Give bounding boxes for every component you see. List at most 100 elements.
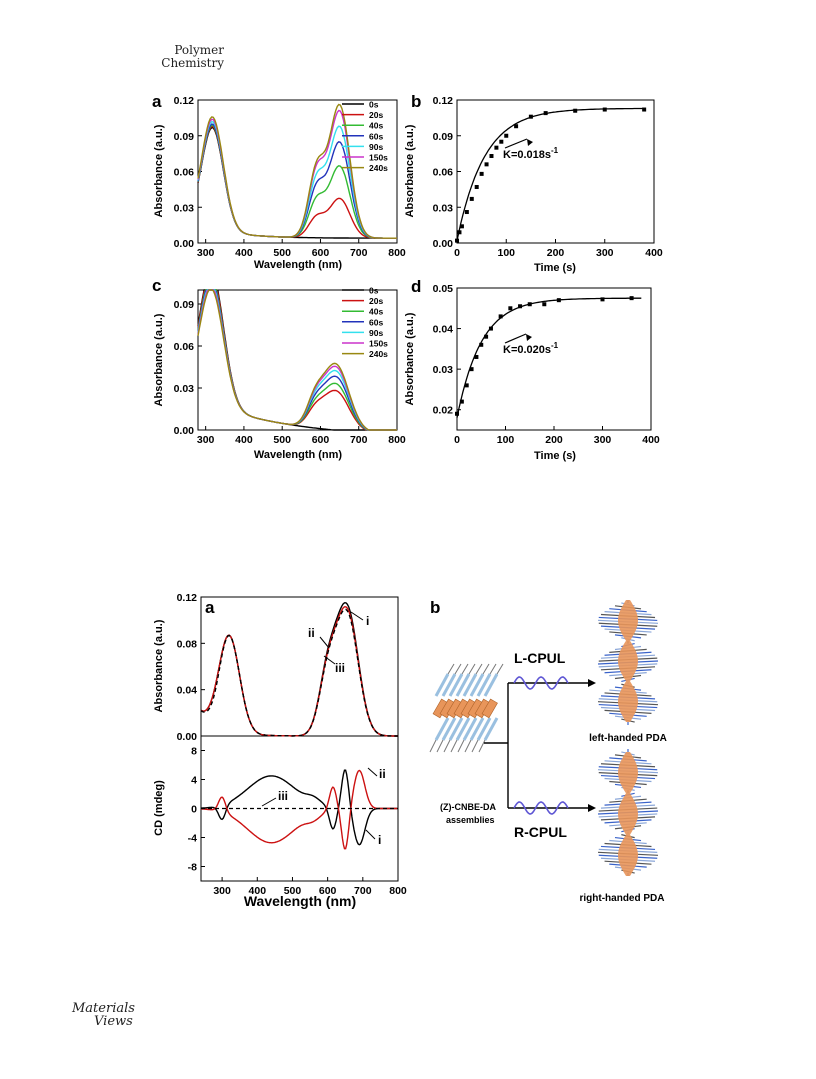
x-tick-label: 500 [273, 247, 291, 259]
data-point [459, 224, 464, 229]
data-point [455, 411, 459, 416]
legend-label-40s: 40s [369, 121, 383, 131]
y-tick-label: 0.12 [174, 95, 195, 107]
x-tick-label: 400 [249, 885, 267, 897]
molecule-chain [434, 673, 450, 697]
data-point [573, 108, 578, 113]
y-axis-label: CD (mdeg) [153, 780, 165, 836]
materials-views-logo: Materials Views [72, 1002, 135, 1028]
rate-constant-label: K=0.020s-1 [503, 341, 559, 356]
series-line-60s [197, 123, 397, 239]
plot-frame [456, 99, 655, 244]
data-point [488, 326, 493, 331]
y-tick-label: 0.06 [433, 167, 454, 179]
logo-line1: Materials [72, 1001, 135, 1016]
y-tick-label: 0.09 [174, 131, 195, 143]
molecule-chain [469, 673, 485, 697]
y-tick-label: 0.00 [174, 238, 195, 250]
x-tick-label: 700 [350, 247, 368, 259]
molecule-chain [455, 717, 471, 741]
series-label-pointer [323, 655, 336, 665]
data-point [489, 154, 494, 159]
data-point [528, 114, 533, 119]
panel-label: a [152, 92, 162, 111]
data-point [629, 296, 634, 301]
y-tick-label: 0.03 [433, 202, 454, 214]
journal-name-line1: Polymer [174, 43, 224, 57]
y-tick-label: 0.03 [174, 202, 195, 214]
series-line-240s [197, 103, 397, 239]
y-tick-label: 0.00 [174, 425, 195, 437]
molecule-tail [436, 739, 444, 753]
molecule-chain [469, 717, 485, 741]
rate-constant-label: K=0.018s-1 [503, 146, 559, 161]
legend-label-20s: 20s [369, 110, 383, 120]
plot-frame [197, 99, 398, 244]
series-line-40s [197, 124, 397, 239]
legend-label-40s: 40s [369, 307, 383, 317]
x-tick-label: 400 [235, 247, 253, 259]
data-point [484, 162, 489, 167]
molecule-tail [429, 739, 437, 753]
y-tick-label: 0.08 [177, 638, 198, 650]
molecule-tail [464, 739, 472, 753]
y-axis-label: Absorbance (a.u.) [153, 313, 165, 406]
x-tick-label: 300 [596, 247, 614, 259]
legend-label-150s: 150s [369, 153, 388, 163]
top-arrow-label: L-CPUL [514, 650, 566, 666]
x-tick-label: 500 [284, 885, 302, 897]
rate-constant-exponent: -1 [551, 341, 559, 350]
plot-frame [197, 289, 398, 431]
journal-name: Polymer Chemistry [158, 44, 224, 70]
plot-frame [456, 287, 652, 431]
x-tick-label: 300 [197, 434, 215, 446]
cd-line-ii [200, 769, 398, 850]
legend-label-0s: 0s [369, 286, 379, 296]
light-wave-top [513, 676, 569, 690]
series-line-0s [197, 126, 397, 239]
y-axis-label: Absorbance (a.u.) [404, 124, 416, 217]
x-tick-label: 600 [312, 247, 330, 259]
molecule-tail [489, 663, 497, 675]
molecule-chain [462, 673, 478, 697]
panel-label: d [411, 277, 421, 296]
molecule-chain [476, 717, 492, 741]
data-point [508, 306, 513, 311]
molecule-tail [482, 663, 490, 675]
series-line-150s [197, 109, 397, 239]
data-point [556, 298, 561, 303]
x-tick-label: 700 [354, 885, 372, 897]
y-tick-label: 0.09 [433, 131, 454, 143]
x-axis-label: Time (s) [534, 262, 576, 274]
x-tick-label: 300 [197, 247, 215, 259]
assembly-label-line2: assemblies [446, 815, 495, 825]
arrow-head-bottom [588, 804, 596, 812]
y-tick-label: 0.04 [177, 685, 198, 697]
y-tick-label: 0.03 [433, 364, 454, 376]
x-tick-label: 400 [645, 247, 663, 259]
top-result-label: left-handed PDA [589, 733, 667, 744]
molecule-tail [496, 663, 504, 675]
x-tick-label: 800 [388, 434, 406, 446]
data-point [543, 111, 548, 116]
y-tick-label: 0.05 [433, 283, 454, 295]
x-tick-label: 400 [642, 434, 660, 446]
x-axis-label: Wavelength (nm) [244, 893, 356, 909]
y-tick-label: 0 [191, 804, 197, 816]
x-tick-label: 600 [319, 885, 337, 897]
legend-label-240s: 240s [369, 163, 388, 173]
x-tick-label: 300 [594, 434, 612, 446]
series-line-240s [197, 289, 397, 431]
logo-line2: Views [94, 1014, 133, 1029]
series-label-pointer [350, 611, 364, 621]
molecule-chain [483, 717, 499, 741]
x-axis-label: Wavelength (nm) [254, 259, 343, 271]
y-tick-label: -8 [188, 862, 197, 874]
data-point [518, 304, 523, 309]
series-label-i: i [366, 614, 369, 628]
data-point [474, 184, 479, 189]
molecule-chain [483, 673, 499, 697]
journal-name-line2: Chemistry [161, 56, 224, 70]
legend-label-90s: 90s [369, 328, 383, 338]
